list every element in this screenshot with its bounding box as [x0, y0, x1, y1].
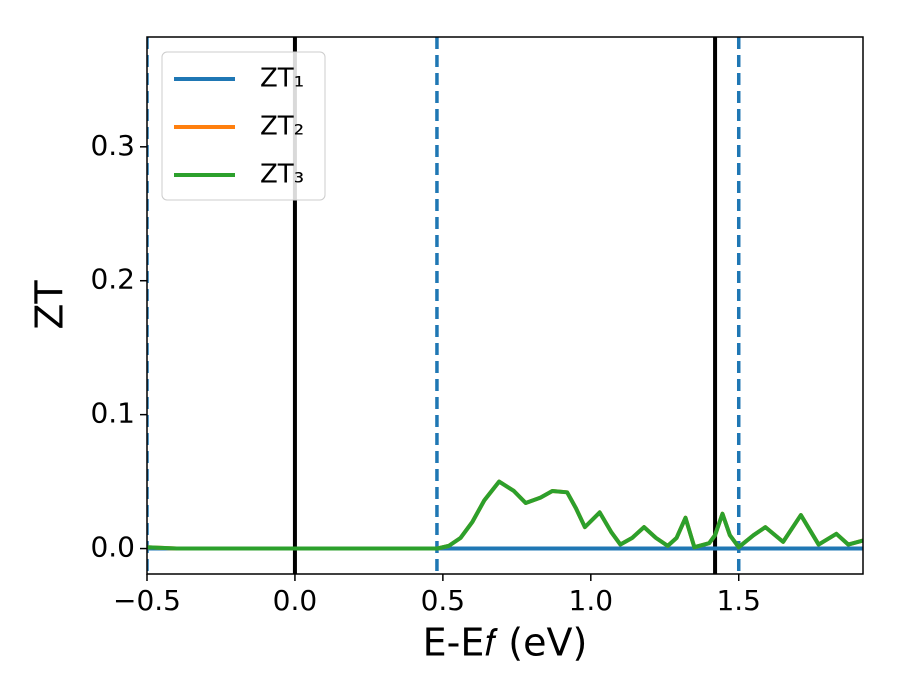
y-axis-label: ZT	[28, 280, 72, 330]
x-tick-label: 0.5	[421, 584, 466, 617]
x-axis-label: E-E𝑓 (eV)	[423, 621, 588, 665]
x-tick-label: −0.5	[113, 584, 181, 617]
series-line	[147, 479, 863, 551]
x-tick-label: 0.0	[273, 584, 318, 617]
plot	[147, 37, 863, 574]
x-tick-label: 1.5	[716, 584, 761, 617]
legend-label: ZT₁	[260, 64, 304, 94]
x-tick-label: 1.0	[569, 584, 614, 617]
legend-label: ZT₂	[260, 112, 304, 142]
series-line	[147, 479, 863, 551]
legend-label: ZT₃	[260, 160, 304, 190]
legend-box	[161, 51, 326, 201]
y-tick-label: 0.0	[90, 531, 135, 564]
y-tick-label: 0.1	[90, 397, 135, 430]
y-tick-label: 0.3	[90, 129, 135, 162]
plot-frame	[146, 36, 864, 575]
y-tick-label: 0.2	[90, 263, 135, 296]
